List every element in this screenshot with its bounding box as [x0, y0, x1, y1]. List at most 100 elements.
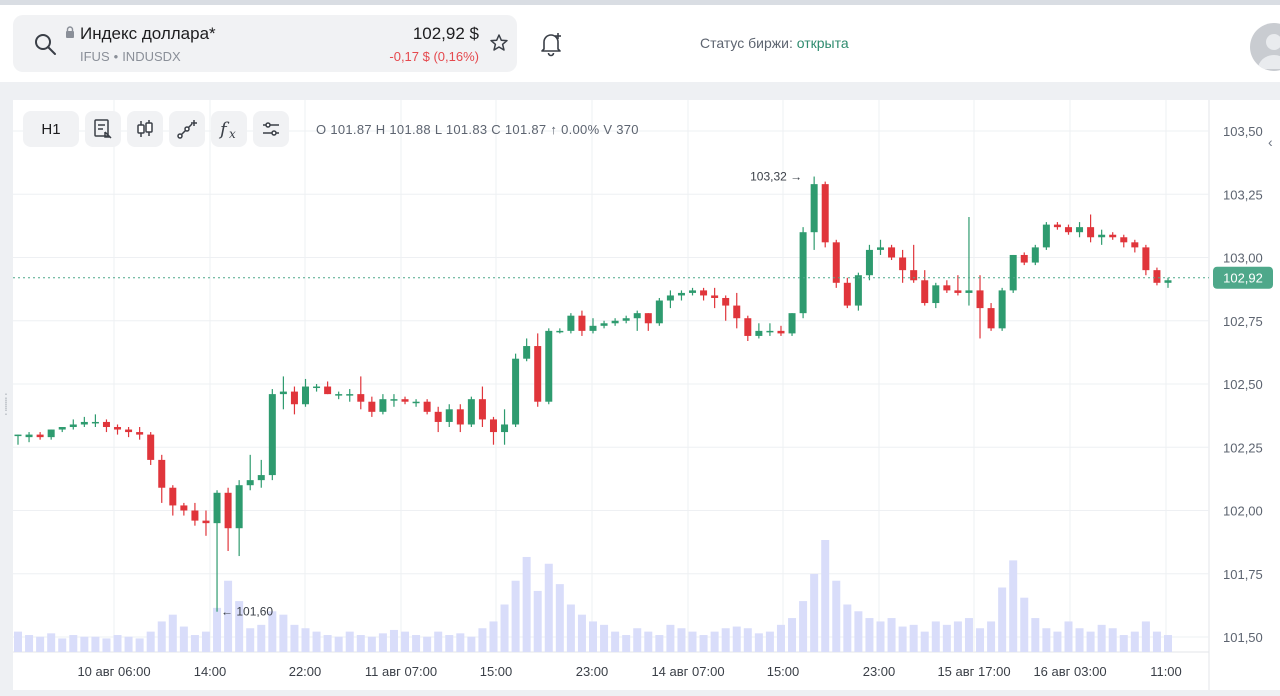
candle-body	[1142, 247, 1150, 271]
candle-body	[799, 232, 807, 314]
volume-bar	[832, 580, 841, 652]
volume-bar	[1064, 621, 1073, 652]
candle-body	[722, 297, 730, 306]
candle-body	[147, 434, 155, 460]
candle-body	[390, 399, 398, 401]
min-price-label: ← 101,60	[221, 605, 273, 619]
candle-body	[865, 249, 873, 276]
candle-body	[1031, 247, 1039, 263]
candle-body	[467, 399, 475, 425]
volume-bar	[865, 618, 874, 652]
chart-type-button[interactable]	[85, 111, 121, 147]
exchange-code: INDUSDX	[122, 49, 181, 64]
volume-bar	[743, 628, 752, 652]
volume-bar	[633, 628, 642, 652]
volume-bar	[124, 636, 133, 652]
candle-body	[1042, 224, 1050, 248]
candle-body	[1098, 234, 1106, 238]
candle-body	[1120, 237, 1128, 243]
candle-body	[114, 427, 122, 430]
candle-body	[567, 315, 575, 331]
volume-bar	[699, 635, 708, 652]
y-tick-label: 102,00	[1223, 504, 1263, 519]
candle-body	[257, 475, 265, 481]
volume-bar	[1075, 628, 1084, 652]
instrument-selector[interactable]: Индекс доллара* IFUS • INDUSDX 102,92 $ -0…	[13, 15, 517, 72]
volume-bar	[920, 631, 929, 652]
candle-body	[136, 432, 144, 435]
settings-button[interactable]	[253, 111, 289, 147]
volume-bar	[478, 628, 487, 652]
candle-body	[445, 409, 453, 422]
exchange-status: Статус биржи: открыта	[700, 35, 849, 51]
interval-button[interactable]: H1	[23, 111, 79, 147]
candle-body	[666, 295, 674, 301]
chevron-left-icon[interactable]: ‹	[1268, 134, 1273, 150]
volume-bar	[135, 638, 144, 652]
candle-body	[302, 386, 309, 405]
volume-bar	[776, 624, 785, 652]
volume-bar	[522, 556, 531, 652]
volume-bar	[423, 636, 432, 652]
volume-bar	[323, 635, 332, 652]
candle-body	[335, 394, 343, 396]
volume-bar	[113, 635, 122, 652]
candle-body	[655, 300, 663, 324]
volume-bar	[721, 628, 730, 652]
volume-bar	[1020, 597, 1029, 652]
drawing-tools-icon	[177, 120, 197, 139]
candle-body	[324, 386, 332, 395]
candle-body	[556, 330, 564, 333]
volume-bar	[976, 628, 985, 652]
candles-button[interactable]	[127, 111, 163, 147]
drawing-tools-button[interactable]	[169, 111, 205, 147]
y-tick-label: 103,25	[1223, 187, 1263, 202]
volume-bar	[412, 635, 421, 652]
volume-bar	[1009, 560, 1018, 652]
chart-type-icon	[94, 119, 112, 139]
volume-bar	[157, 621, 166, 652]
volume-bar	[69, 635, 78, 652]
instrument-header: Индекс доллара* IFUS • INDUSDX 102,92 $ -0…	[0, 5, 1280, 82]
candle-body	[69, 424, 77, 428]
candle-body	[456, 409, 464, 425]
volume-bar	[1141, 621, 1150, 652]
volume-bar	[213, 607, 222, 652]
star-icon[interactable]	[489, 33, 509, 53]
candle-body	[832, 242, 840, 283]
volume-bar	[47, 633, 56, 652]
candle-body	[357, 394, 365, 402]
volume-bar	[1164, 635, 1172, 652]
indicators-button[interactable]: f x	[211, 111, 247, 147]
x-tick-label: 15:00	[480, 664, 513, 679]
search-icon[interactable]	[33, 32, 57, 56]
candle-body	[489, 419, 497, 433]
volume-bar	[179, 626, 188, 652]
candle-body	[932, 285, 940, 304]
volume-bar	[810, 573, 819, 652]
candle-body	[788, 313, 796, 334]
candle-body	[965, 290, 973, 293]
candle-body	[191, 510, 199, 521]
volume-bar	[1053, 631, 1062, 652]
volume-bar	[1152, 631, 1161, 652]
volume-bar	[887, 618, 896, 652]
avatar[interactable]	[1250, 23, 1280, 71]
candle-body	[512, 358, 520, 425]
indicators-icon: f x	[218, 119, 236, 141]
volume-bar	[489, 621, 498, 652]
candle-body	[744, 318, 752, 336]
candle-body	[987, 308, 995, 329]
x-tick-label: 14 авг 07:00	[651, 664, 724, 679]
candle-body	[80, 421, 88, 425]
bell-icon[interactable]	[538, 31, 564, 57]
candle-body	[279, 391, 287, 395]
x-tick-label: 23:00	[863, 664, 896, 679]
volume-bar	[456, 633, 465, 652]
candle-body	[1153, 270, 1161, 283]
candle-body	[1009, 254, 1017, 291]
volume-bar	[799, 601, 808, 652]
volume-bar	[500, 604, 509, 652]
candles	[14, 176, 1172, 612]
